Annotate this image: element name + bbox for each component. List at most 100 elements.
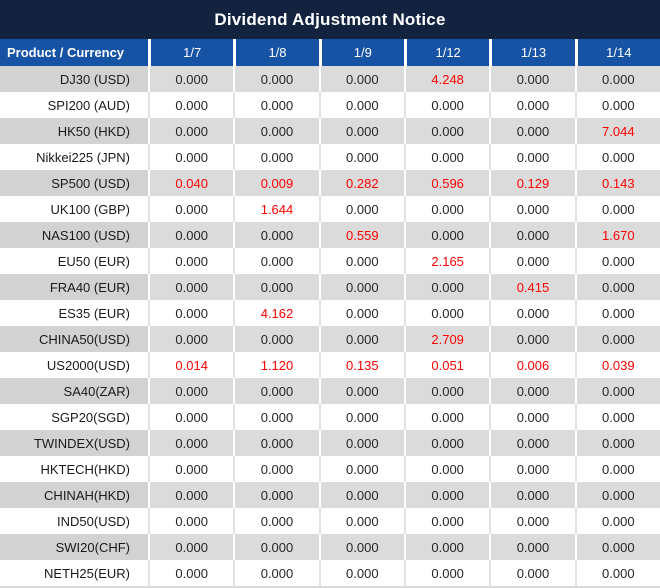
value-cell: 2.165 — [403, 248, 490, 274]
table-row: SGP20(SGD) 0.000 0.000 0.000 0.000 0.000 0.000 — [0, 404, 660, 430]
value-cell: 0.000 — [489, 378, 575, 404]
value-cell: 0.129 — [489, 170, 575, 196]
product-cell: NAS100 (USD) — [0, 222, 148, 248]
value-cell: 0.000 — [489, 144, 575, 170]
value-cell: 0.000 — [403, 196, 490, 222]
value-cell: 0.000 — [318, 92, 404, 118]
table-row: HKTECH(HKD) 0.000 0.000 0.000 0.000 0.000 0.00… — [0, 456, 660, 482]
table-row: CHINAH(HKD) 0.000 0.000 0.000 0.000 0.000 0.00… — [0, 482, 660, 508]
value-cell: 0.000 — [403, 456, 490, 482]
value-cell: 0.000 — [574, 456, 660, 482]
value-cell: 0.000 — [403, 534, 490, 560]
value-cell: 2.709 — [403, 326, 490, 352]
column-header-date: 1/9 — [318, 39, 404, 66]
product-cell: DJ30 (USD) — [0, 66, 148, 92]
value-cell: 0.596 — [403, 170, 490, 196]
product-cell: CHINAH(HKD) — [0, 482, 148, 508]
value-cell: 0.000 — [574, 92, 660, 118]
value-cell: 0.000 — [403, 144, 490, 170]
value-cell: 0.000 — [148, 378, 234, 404]
value-cell: 0.000 — [148, 456, 234, 482]
column-header-date: 1/14 — [574, 39, 660, 66]
value-cell: 0.000 — [148, 508, 234, 534]
title-bar: Dividend Adjustment Notice — [0, 0, 660, 39]
product-cell: IND50(USD) — [0, 508, 148, 534]
value-cell: 0.000 — [318, 144, 404, 170]
value-cell: 0.000 — [318, 456, 404, 482]
value-cell: 0.000 — [233, 430, 319, 456]
product-cell: CHINA50(USD) — [0, 326, 148, 352]
column-header-product: Product / Currency — [0, 39, 148, 66]
value-cell: 0.000 — [233, 534, 319, 560]
table-row: Nikkei225 (JPN) 0.000 0.000 0.000 0.000 0.000… — [0, 144, 660, 170]
value-cell: 0.000 — [574, 300, 660, 326]
value-cell: 0.000 — [148, 560, 234, 588]
value-cell: 0.000 — [489, 222, 575, 248]
value-cell: 0.559 — [318, 222, 404, 248]
dividend-table: Product / Currency 1/7 1/8 1/9 1/12 1/13 1/14… — [0, 39, 660, 588]
value-cell: 0.000 — [233, 248, 319, 274]
value-cell: 0.000 — [489, 430, 575, 456]
value-cell: 0.000 — [233, 404, 319, 430]
value-cell: 0.000 — [403, 274, 490, 300]
product-cell: US2000(USD) — [0, 352, 148, 378]
value-cell: 0.000 — [318, 326, 404, 352]
product-cell: HKTECH(HKD) — [0, 456, 148, 482]
value-cell: 0.143 — [574, 170, 660, 196]
value-cell: 0.000 — [403, 222, 490, 248]
value-cell: 0.000 — [148, 274, 234, 300]
value-cell: 0.000 — [318, 534, 404, 560]
table-row: ES35 (EUR) 0.000 4.162 0.000 0.000 0.000 0.000 — [0, 300, 660, 326]
table-row: SPI200 (AUD) 0.000 0.000 0.000 0.000 0.000 0.0… — [0, 92, 660, 118]
table-row: IND50(USD) 0.000 0.000 0.000 0.000 0.000 0.000 — [0, 508, 660, 534]
value-cell: 0.000 — [403, 300, 490, 326]
value-cell: 0.000 — [574, 144, 660, 170]
value-cell: 0.000 — [489, 404, 575, 430]
value-cell: 0.000 — [489, 326, 575, 352]
value-cell: 0.000 — [574, 404, 660, 430]
value-cell: 0.000 — [403, 378, 490, 404]
value-cell: 0.000 — [403, 482, 490, 508]
value-cell: 0.000 — [233, 326, 319, 352]
value-cell: 1.644 — [233, 196, 319, 222]
column-header-date: 1/12 — [403, 39, 490, 66]
product-cell: SGP20(SGD) — [0, 404, 148, 430]
value-cell: 0.000 — [318, 274, 404, 300]
value-cell: 0.000 — [148, 92, 234, 118]
product-cell: Nikkei225 (JPN) — [0, 144, 148, 170]
value-cell: 1.120 — [233, 352, 319, 378]
value-cell: 0.000 — [318, 482, 404, 508]
value-cell: 0.000 — [403, 92, 490, 118]
value-cell: 0.000 — [489, 560, 575, 588]
product-cell: SA40(ZAR) — [0, 378, 148, 404]
value-cell: 0.000 — [403, 404, 490, 430]
product-cell: ES35 (EUR) — [0, 300, 148, 326]
product-cell: TWINDEX(USD) — [0, 430, 148, 456]
value-cell: 0.000 — [574, 248, 660, 274]
value-cell: 0.040 — [148, 170, 234, 196]
value-cell: 4.162 — [233, 300, 319, 326]
value-cell: 0.000 — [574, 534, 660, 560]
value-cell: 0.000 — [318, 430, 404, 456]
value-cell: 0.000 — [148, 144, 234, 170]
product-cell: HK50 (HKD) — [0, 118, 148, 144]
value-cell: 0.000 — [148, 66, 234, 92]
value-cell: 0.415 — [489, 274, 575, 300]
value-cell: 0.000 — [489, 66, 575, 92]
column-header-date: 1/13 — [489, 39, 575, 66]
value-cell: 0.000 — [318, 196, 404, 222]
value-cell: 0.000 — [403, 560, 490, 588]
value-cell: 0.000 — [403, 430, 490, 456]
product-cell: SWI20(CHF) — [0, 534, 148, 560]
table-row: NAS100 (USD) 0.000 0.000 0.559 0.000 0.000 1.6… — [0, 222, 660, 248]
product-cell: FRA40 (EUR) — [0, 274, 148, 300]
value-cell: 0.000 — [489, 92, 575, 118]
value-cell: 0.000 — [489, 508, 575, 534]
table-row: SP500 (USD) 0.040 0.009 0.282 0.596 0.129 0.14… — [0, 170, 660, 196]
value-cell: 0.000 — [233, 482, 319, 508]
value-cell: 0.000 — [403, 118, 490, 144]
table-row: SWI20(CHF) 0.000 0.000 0.000 0.000 0.000 0.000 — [0, 534, 660, 560]
value-cell: 0.000 — [318, 248, 404, 274]
product-cell: EU50 (EUR) — [0, 248, 148, 274]
value-cell: 0.039 — [574, 352, 660, 378]
